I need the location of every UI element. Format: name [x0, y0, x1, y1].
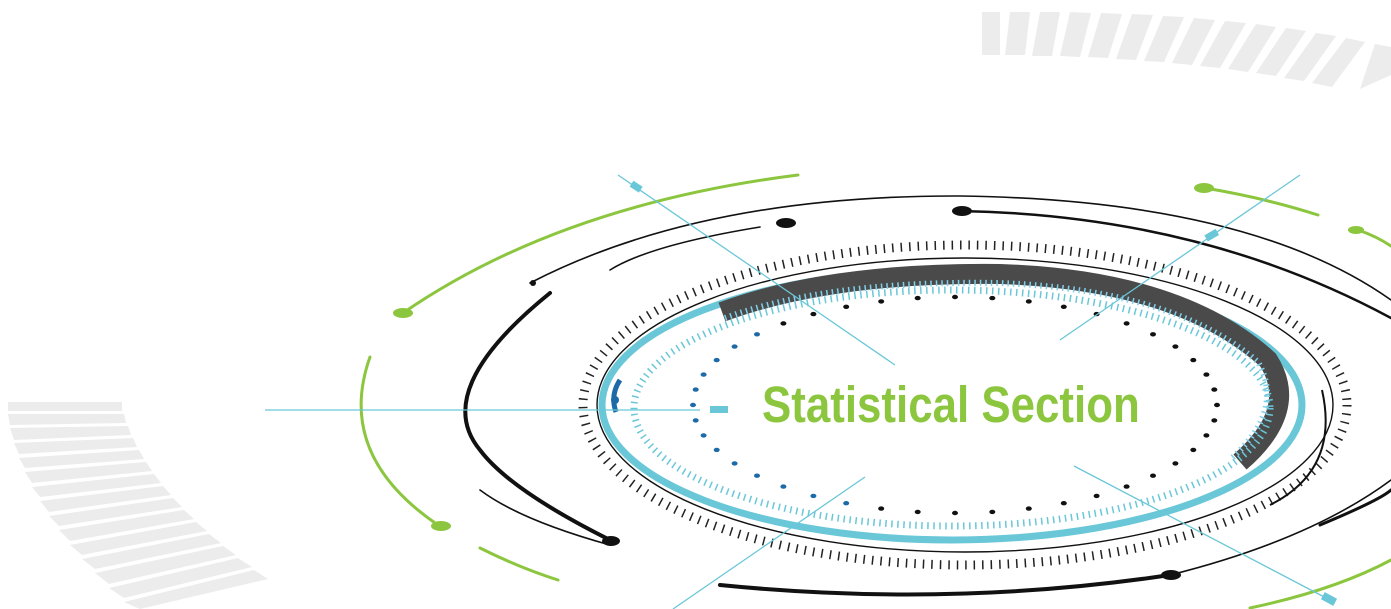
green-arc-nodes — [393, 183, 1364, 531]
ring-dot — [1203, 372, 1210, 377]
ring-dot — [1190, 357, 1197, 363]
bottom-left-stripes — [8, 402, 268, 609]
ring-dot — [1172, 344, 1179, 349]
ring-dot — [780, 321, 787, 326]
ring-dot — [1025, 506, 1032, 511]
blue-node — [611, 396, 619, 404]
outer-black-rings — [463, 195, 1391, 597]
thin-inner-arc — [1269, 389, 1327, 506]
ring-dot — [754, 332, 760, 337]
ring-dot — [700, 433, 707, 438]
cyan-crosshair-lines — [265, 174, 1331, 609]
ring-dot — [700, 372, 707, 377]
ring-dot — [1190, 447, 1197, 453]
ring-dot — [1214, 402, 1220, 408]
inner-cyan-ticks — [630, 286, 1274, 530]
ring-dot — [1150, 473, 1156, 478]
inner-dotted-ring — [690, 294, 1220, 516]
ring-dot — [810, 493, 817, 499]
ring-dot — [1060, 304, 1067, 309]
ring-dot — [690, 402, 696, 408]
outer-ring-nodes — [530, 206, 1181, 580]
ring-dot — [692, 418, 699, 423]
ring-dot — [1060, 501, 1067, 506]
ring-dot — [1025, 299, 1032, 304]
ring-dot — [989, 509, 996, 515]
cyan-line-markers — [629, 180, 1338, 606]
ring-dot — [810, 311, 817, 317]
ring-dot — [1123, 484, 1130, 489]
ring-dot — [843, 304, 850, 309]
ring-dot — [914, 509, 921, 515]
ring-dot — [989, 295, 996, 301]
ring-dot — [692, 387, 699, 392]
section-title: Statistical Section — [762, 376, 1140, 433]
ring-dot — [1211, 387, 1218, 392]
ring-dot — [1203, 433, 1210, 438]
outer-tick-ring — [578, 240, 1352, 570]
ring-dot — [731, 461, 738, 466]
ring-dot — [878, 299, 885, 304]
dark-band-arc — [718, 263, 1290, 470]
ring-dot — [1211, 418, 1218, 423]
ring-dot — [1172, 461, 1179, 466]
ring-dot — [1093, 493, 1100, 499]
ring-dot — [713, 447, 720, 453]
ring-dot — [952, 510, 958, 516]
ring-dot — [780, 484, 787, 489]
blue-left-arc — [611, 378, 623, 413]
ring-dot — [1150, 332, 1156, 337]
ring-dot — [914, 295, 921, 301]
ring-dot — [754, 473, 760, 478]
ring-dot — [731, 344, 738, 349]
ring-dot — [1123, 321, 1130, 326]
top-right-stripes — [982, 12, 1391, 89]
ring-dot — [843, 501, 850, 506]
thin-ring — [596, 257, 1334, 553]
ring-dot — [878, 506, 885, 511]
ring-dot — [952, 294, 958, 300]
ring-dot — [713, 357, 720, 363]
